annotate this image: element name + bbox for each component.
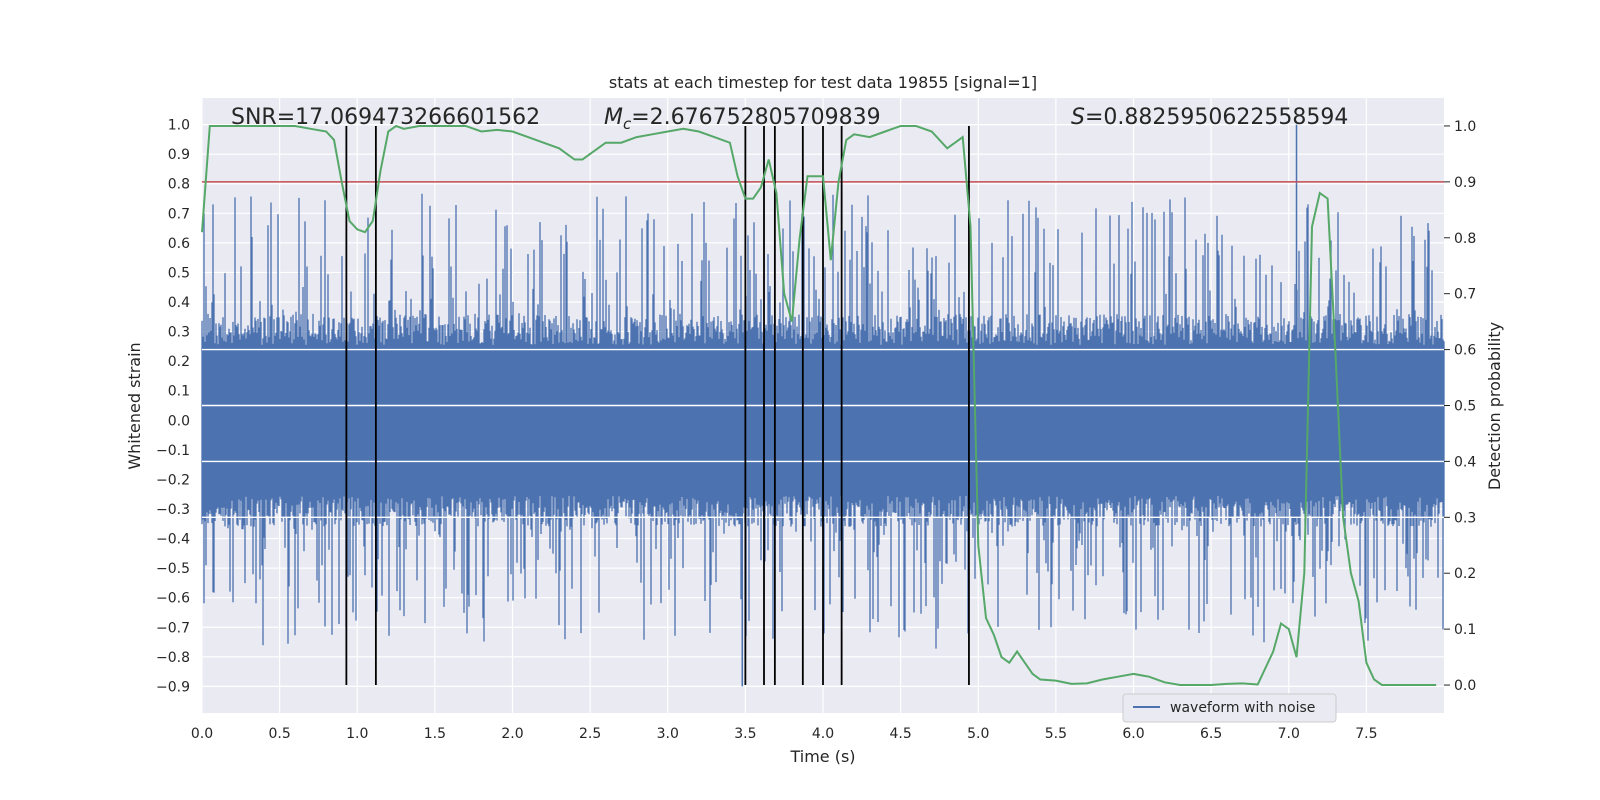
x-tick-label: 2.0 (501, 726, 523, 742)
y-left-tick-label: 0.9 (168, 147, 190, 163)
score-symbol: S (1071, 105, 1085, 130)
legend-label: waveform with noise (1170, 700, 1315, 716)
y-left-tick-label: 0.6 (168, 236, 190, 252)
x-tick-label: 7.0 (1278, 726, 1300, 742)
y-left-tick-label: −0.5 (156, 561, 190, 577)
y-right-tick-label: 0.0 (1454, 678, 1476, 694)
y-left-tick-label: 0.3 (168, 325, 190, 341)
y-left-tick-label: −0.7 (156, 620, 190, 636)
legend-box (1122, 693, 1337, 723)
y-left-tick-label: −0.6 (156, 591, 190, 607)
score-value: =0.8825950622558594 (1085, 105, 1348, 130)
detection-markers (345, 125, 970, 686)
y-left-tick-label: −0.4 (156, 532, 190, 548)
y-axis-right-label: Detection probability (1485, 322, 1504, 490)
x-tick-label: 7.5 (1355, 726, 1377, 742)
y-left-tick-label: 0.1 (168, 384, 190, 400)
x-tick-label: 1.0 (346, 726, 368, 742)
y-left-tick-label: −0.1 (156, 443, 190, 459)
y-axis-left-ticks: −0.9 −0.8 −0.7 −0.6 −0.5 −0.4 −0.3 −0.2 −0.1 0.0 0… (156, 118, 190, 696)
x-tick-label: 5.5 (1045, 726, 1067, 742)
y-right-tick-label: 0.4 (1454, 454, 1476, 470)
x-tick-label: 0.0 (191, 726, 213, 742)
x-tick-label: 6.0 (1122, 726, 1144, 742)
x-tick-label: 4.5 (889, 726, 911, 742)
x-tick-label: 0.5 (268, 726, 290, 742)
y-right-tick-label: 0.2 (1454, 566, 1476, 582)
waveform-trace (201, 193, 1445, 649)
y-left-tick-label: 0.2 (168, 354, 190, 370)
y-right-tick-label: 0.5 (1454, 399, 1476, 415)
y-left-tick-label: 0.0 (168, 413, 190, 429)
y-left-tick-label: 1.0 (168, 118, 190, 134)
x-tick-label: 6.5 (1200, 726, 1222, 742)
x-tick-label: 5.0 (967, 726, 989, 742)
y-right-tick-label: 0.3 (1454, 510, 1476, 526)
y-right-tick-label: 0.7 (1454, 287, 1476, 303)
y-axis-left-label: Whitened strain (125, 342, 144, 469)
legend: waveform with noise (1122, 693, 1337, 723)
y-right-tick-label: 0.1 (1454, 622, 1476, 638)
y-left-tick-label: −0.2 (156, 472, 190, 488)
y-right-tick-label: 0.8 (1454, 231, 1476, 247)
y-left-tick-label: −0.3 (156, 502, 190, 518)
x-tick-label: 1.5 (424, 726, 446, 742)
x-tick-label: 3.0 (657, 726, 679, 742)
score-annotation: S=0.8825950622558594 (1071, 105, 1348, 130)
probability-line (201, 124, 1437, 686)
y-left-tick-label: 0.8 (168, 177, 190, 193)
chirp-mass-value: =2.676752805709839 (631, 105, 880, 130)
chart-title: stats at each timestep for test data 198… (609, 73, 1037, 92)
y-left-tick-label: −0.8 (156, 650, 190, 666)
snr-annotation: SNR=17.069473266601562 (231, 105, 540, 130)
x-tick-label: 2.5 (579, 726, 601, 742)
x-tick-label: 4.0 (812, 726, 834, 742)
y-right-tick-label: 0.9 (1454, 175, 1476, 191)
x-tick-label: 3.5 (734, 726, 756, 742)
x-axis-ticks: 0.0 0.5 1.0 1.5 2.0 2.5 3.0 3.5 4.0 4.5 5.0 5.5 6.0 6… (191, 726, 1378, 742)
chirp-mass-symbol: M (604, 105, 623, 130)
y-left-tick-label: −0.9 (156, 679, 190, 695)
chirp-mass-annotation: Mc=2.676752805709839 (604, 105, 881, 133)
y-axis-right-ticks: 0.0 0.1 0.2 0.3 0.4 0.5 0.6 0.7 0.8 0.9 1.0 (1444, 119, 1476, 694)
chirp-mass-subscript: c (623, 115, 632, 133)
y-left-tick-label: 0.4 (168, 295, 190, 311)
y-right-tick-label: 1.0 (1454, 119, 1476, 135)
x-axis-label: Time (s) (789, 747, 855, 766)
probability-series (201, 124, 1437, 686)
y-left-tick-label: 0.5 (168, 265, 190, 281)
y-right-tick-label: 0.6 (1454, 343, 1476, 359)
y-left-tick-label: 0.7 (168, 206, 190, 222)
